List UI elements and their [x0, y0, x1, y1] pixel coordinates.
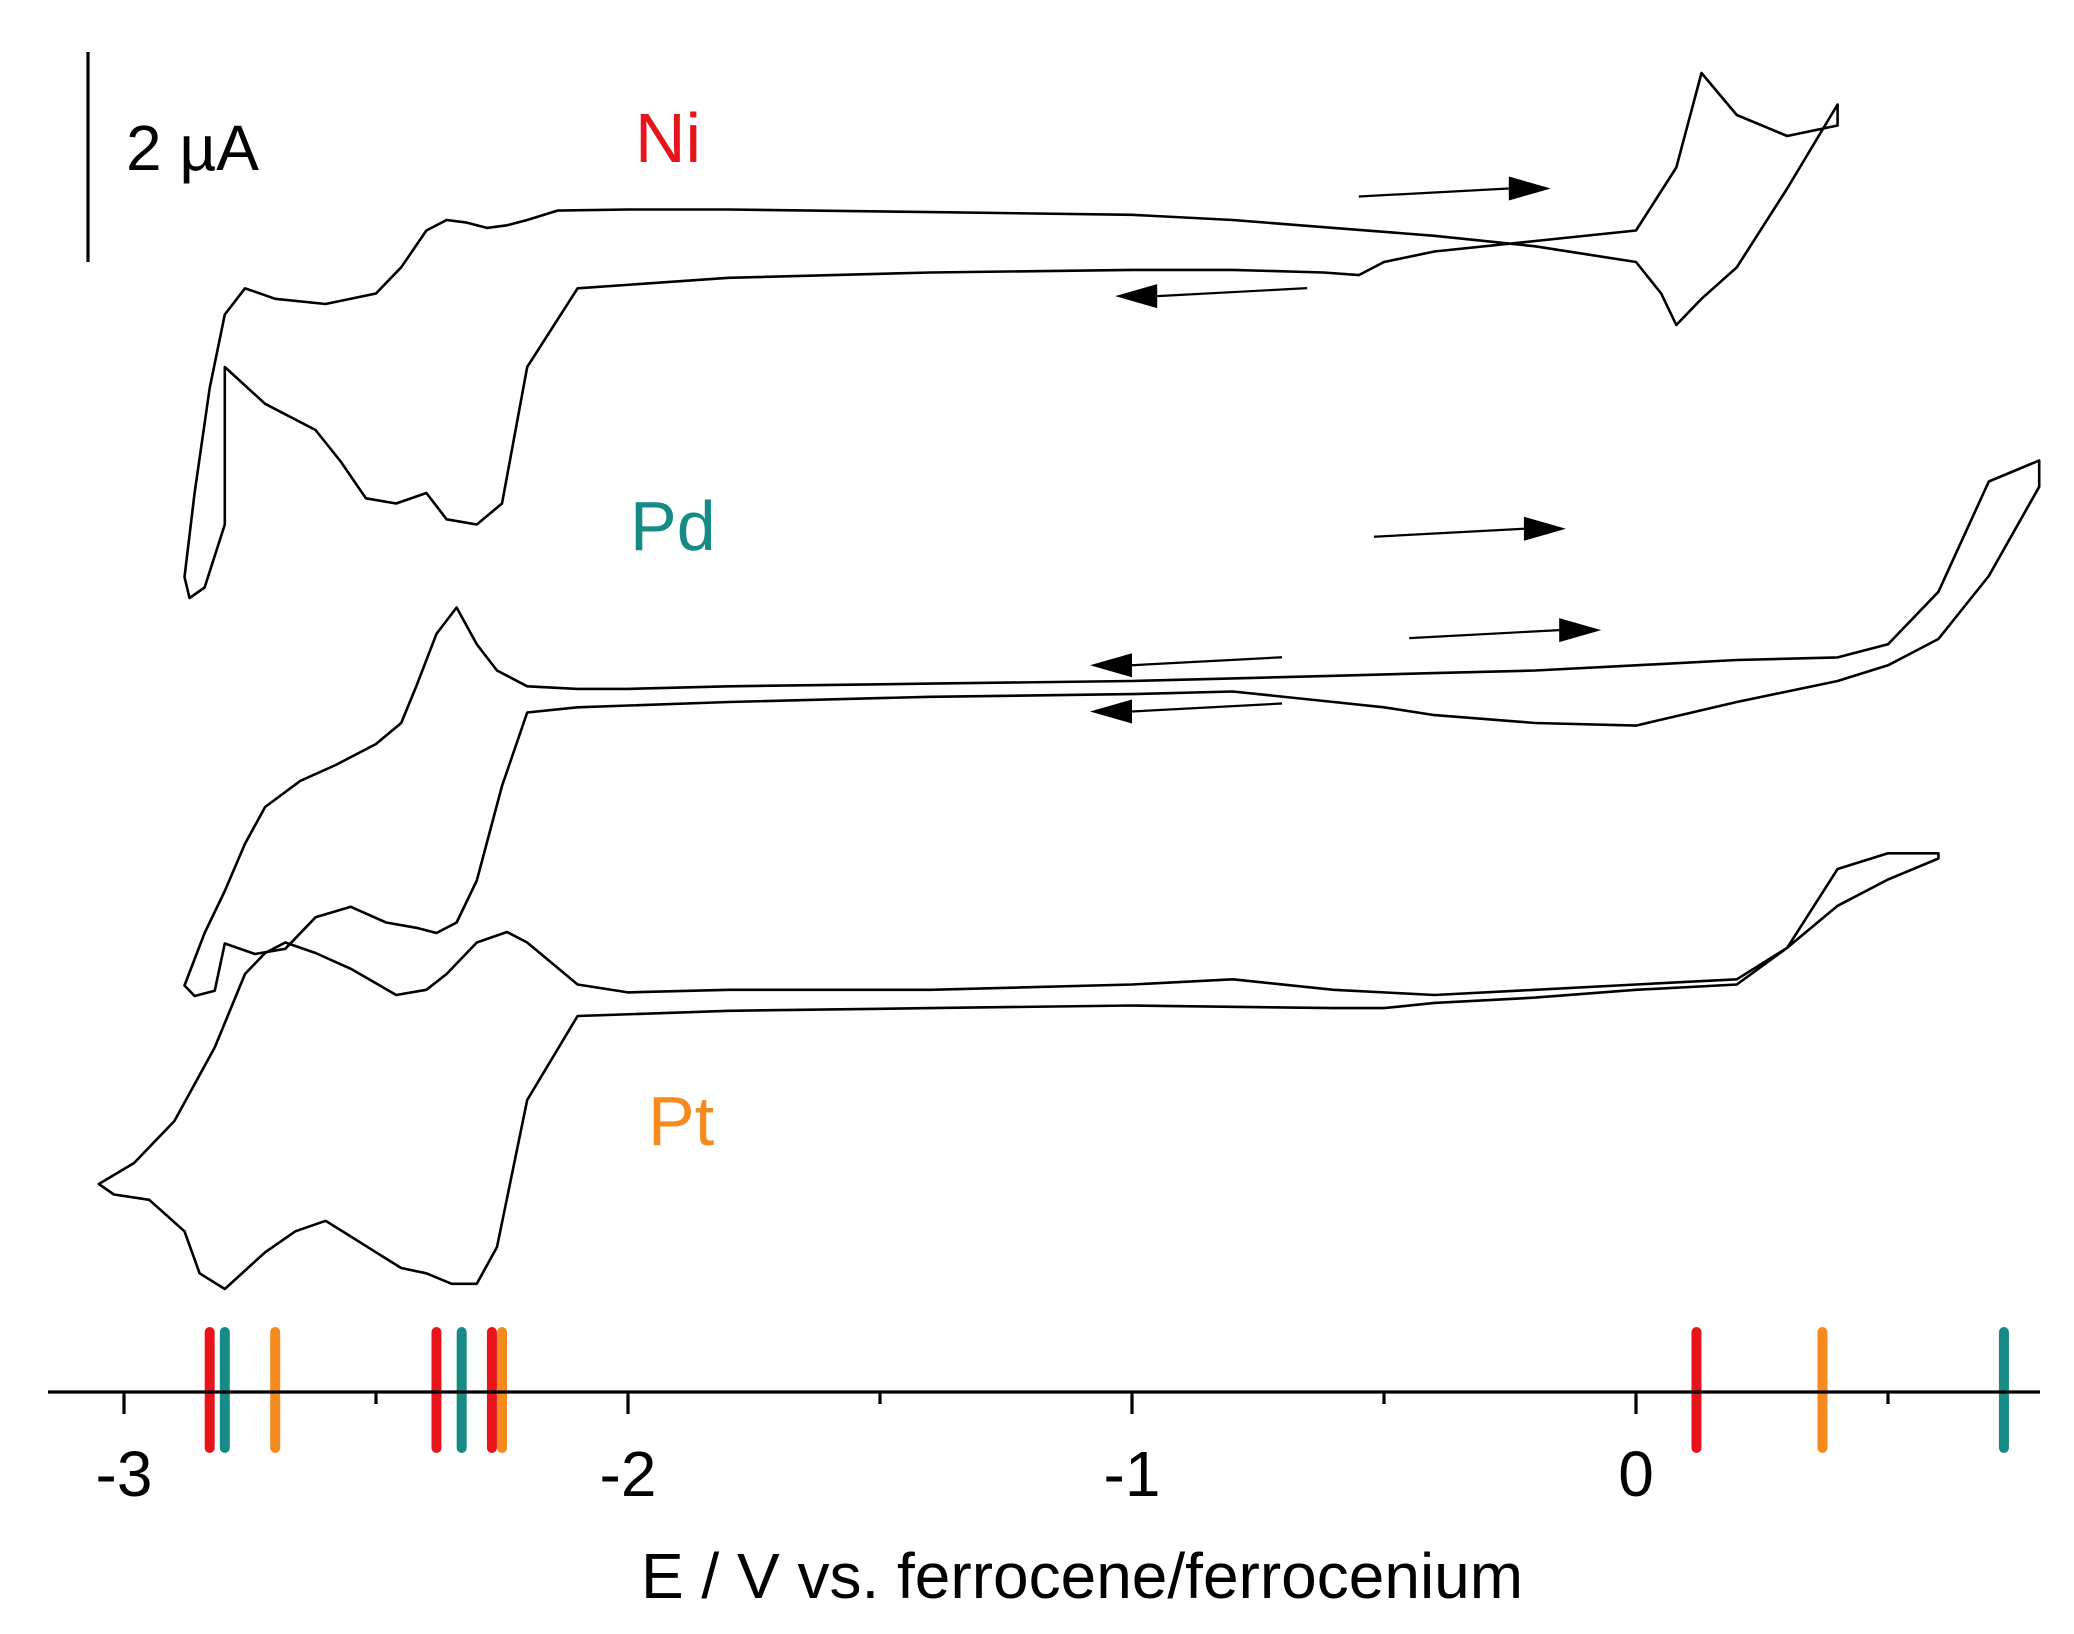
arrowhead-reverse-ni	[1115, 284, 1158, 309]
series-label-pt: Pt	[648, 1082, 714, 1160]
arrow-reverse-pd	[1131, 656, 1283, 667]
arrow-forward-pt	[1409, 629, 1560, 640]
cv-trace-pt	[97, 852, 1940, 1291]
cv-trace-pd	[183, 459, 2041, 998]
x-axis-title: E / V vs. ferrocene/ferrocenium	[641, 1540, 1523, 1612]
x-tick-group: -3 -2 -1 0	[96, 1392, 1890, 1510]
x-tick-label: 0	[1618, 1438, 1654, 1510]
arrowhead-forward-pt	[1559, 618, 1602, 643]
x-tick-label: -3	[96, 1438, 153, 1510]
x-tick-label: -2	[600, 1438, 657, 1510]
sweep-arrow-group	[1090, 176, 1602, 724]
cv-trace-ni	[183, 71, 1839, 600]
arrowhead-forward-ni	[1508, 176, 1551, 201]
trace-group	[97, 71, 2041, 1291]
arrow-forward-ni	[1358, 187, 1509, 198]
arrowhead-reverse-pt	[1090, 699, 1132, 724]
arrowhead-reverse-pd	[1090, 653, 1132, 678]
x-tick-label: -1	[1104, 1438, 1161, 1510]
arrow-reverse-ni	[1157, 287, 1308, 298]
redox-marker-group	[204, 1327, 2009, 1453]
series-label-ni: Ni	[635, 99, 701, 177]
arrow-forward-pd	[1373, 527, 1524, 538]
arrowhead-forward-pd	[1523, 516, 1566, 541]
arrow-reverse-pt	[1131, 702, 1283, 713]
series-label-pd: Pd	[630, 487, 716, 565]
scale-bar-label: 2 µA	[126, 112, 259, 184]
